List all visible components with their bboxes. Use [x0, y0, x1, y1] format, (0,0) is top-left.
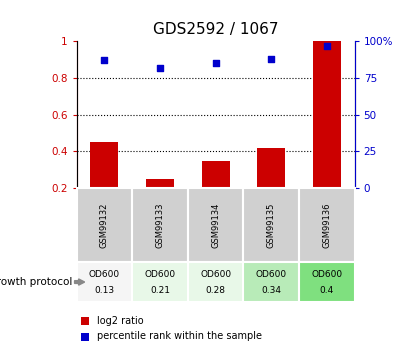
Bar [313, 41, 341, 188]
Text: percentile rank within the sample: percentile rank within the sample [97, 332, 262, 341]
Bar [91, 142, 118, 188]
Point [212, 61, 219, 66]
Text: OD600: OD600 [89, 270, 120, 279]
Text: OD600: OD600 [256, 270, 287, 279]
Text: growth protocol: growth protocol [0, 277, 73, 287]
Point [324, 43, 330, 49]
Bar [257, 148, 285, 188]
Text: OD600: OD600 [311, 270, 343, 279]
Text: 0.34: 0.34 [261, 286, 281, 295]
Bar [146, 179, 174, 188]
Point [157, 65, 163, 71]
Text: 0.21: 0.21 [150, 286, 170, 295]
Text: 0.4: 0.4 [320, 286, 334, 295]
Text: GSM99132: GSM99132 [100, 203, 109, 248]
Text: 0.13: 0.13 [94, 286, 114, 295]
Text: GSM99136: GSM99136 [322, 203, 331, 248]
Text: 0.28: 0.28 [206, 286, 226, 295]
Text: GSM99134: GSM99134 [211, 203, 220, 248]
Text: OD600: OD600 [144, 270, 176, 279]
Text: GSM99135: GSM99135 [267, 203, 276, 248]
Point [101, 58, 108, 63]
Point [268, 56, 274, 62]
Text: GSM99133: GSM99133 [156, 203, 164, 248]
Bar [202, 160, 230, 188]
Title: GDS2592 / 1067: GDS2592 / 1067 [153, 22, 278, 38]
Text: log2 ratio: log2 ratio [97, 316, 143, 326]
Text: OD600: OD600 [200, 270, 231, 279]
